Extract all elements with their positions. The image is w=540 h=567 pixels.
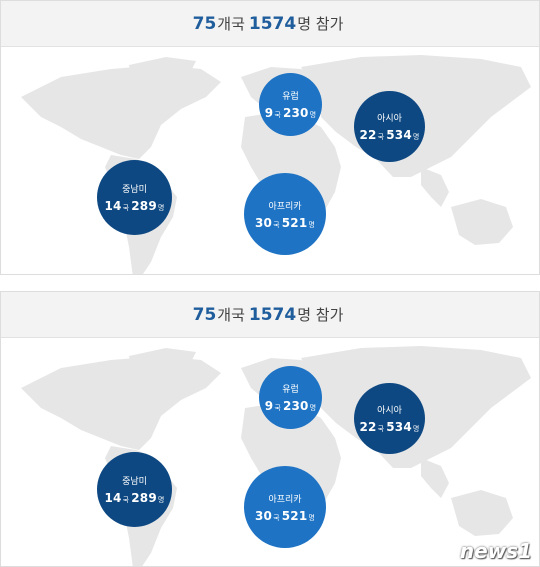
bubble-latin-america: 중남미 14국 289명 — [97, 452, 172, 527]
region-name: 중남미 — [122, 185, 147, 195]
participant-count-unit: 명 참가 — [297, 306, 344, 324]
region-name: 유럽 — [282, 92, 299, 102]
participant-count-unit: 명 참가 — [297, 15, 344, 33]
bubble-europe: 유럽 9국 230명 — [259, 366, 322, 429]
country-count: 75 — [192, 304, 217, 325]
map-panel-bottom: 75 개국 1574 명 참가 유럽 9국 230명 아시아 22국 534명 중남… — [0, 291, 540, 567]
region-name: 유럽 — [282, 385, 299, 395]
country-count-unit: 개국 — [217, 306, 245, 324]
country-count-unit: 개국 — [217, 15, 245, 33]
country-count: 75 — [192, 13, 217, 34]
region-stat: 9국 230명 — [264, 106, 317, 120]
news1-watermark-logo: news1 — [459, 539, 532, 563]
region-name: 중남미 — [122, 477, 147, 487]
region-name: 아프리카 — [268, 201, 302, 212]
region-name: 아시아 — [377, 406, 402, 416]
region-stat: 30국 521명 — [254, 508, 316, 523]
bubble-africa: 아프리카 30국 521명 — [244, 466, 326, 548]
participant-count: 1574 — [248, 304, 297, 325]
region-name: 아시아 — [377, 114, 402, 124]
bubble-asia: 아시아 22국 534명 — [354, 383, 425, 454]
region-stat: 14국 289명 — [104, 199, 165, 213]
bubble-europe: 유럽 9국 230명 — [259, 73, 322, 136]
region-stat: 9국 230명 — [264, 399, 317, 413]
participant-count: 1574 — [248, 13, 297, 34]
bubble-africa: 아프리카 30국 521명 — [244, 173, 326, 255]
region-stat: 22국 534명 — [359, 128, 420, 142]
bubble-latin-america: 중남미 14국 289명 — [97, 160, 172, 235]
bubble-asia: 아시아 22국 534명 — [354, 91, 425, 162]
map-panel-top: 75 개국 1574 명 참가 유럽 9국 230명 아시아 22국 534명 중남… — [0, 0, 540, 275]
panel-header: 75 개국 1574 명 참가 — [1, 292, 539, 338]
region-stat: 30국 521명 — [254, 215, 316, 230]
panel-header: 75 개국 1574 명 참가 — [1, 1, 539, 47]
region-name: 아프리카 — [268, 494, 302, 505]
region-stat: 14국 289명 — [104, 491, 165, 505]
region-stat: 22국 534명 — [359, 420, 420, 434]
